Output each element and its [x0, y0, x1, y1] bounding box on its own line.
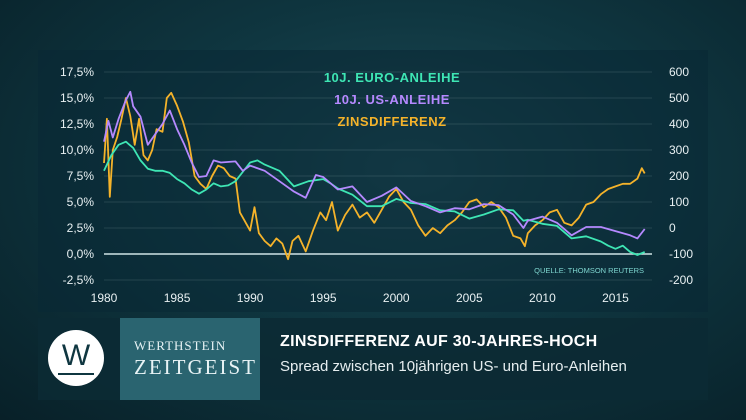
- brand-top: WERTHSTEIN: [134, 338, 227, 353]
- series-line-zinsdifferenz: [103, 91, 646, 261]
- y-left-tick-label: 2,5%: [67, 221, 95, 235]
- legend-label: ZINSDIFFERENZ: [337, 114, 446, 129]
- x-tick-label: 1990: [237, 291, 264, 305]
- y-right-tick-label: 400: [669, 117, 689, 131]
- y-right-tick-label: 600: [669, 65, 689, 79]
- y-left-tick-label: 5,0%: [67, 195, 95, 209]
- subline: Spread zwischen 10jährigen US- und Euro-…: [280, 358, 627, 375]
- chart-panel: [38, 50, 708, 312]
- x-tick-label: 1985: [164, 291, 191, 305]
- x-tick-label: 1980: [91, 291, 118, 305]
- y-right-tick-label: 0: [669, 221, 676, 235]
- y-right-tick-label: -200: [669, 273, 693, 287]
- y-right-tick-label: 100: [669, 195, 689, 209]
- x-tick-label: 2015: [602, 291, 629, 305]
- y-left-tick-label: 7,5%: [67, 169, 95, 183]
- legend-label: 10J. US-ANLEIHE: [334, 92, 450, 107]
- y-right-tick-label: 200: [669, 169, 689, 183]
- legend-label: 10J. EURO-ANLEIHE: [324, 70, 460, 85]
- y-left-tick-label: 15,0%: [60, 91, 94, 105]
- y-right-tick-label: 500: [669, 91, 689, 105]
- logo-icon: W: [48, 330, 104, 386]
- x-tick-label: 2000: [383, 291, 410, 305]
- source-label: QUELLE: THOMSON REUTERS: [534, 266, 644, 275]
- x-tick-label: 2005: [456, 291, 483, 305]
- brand-box: WERTHSTEIN ZEITGEIST: [120, 318, 260, 400]
- x-tick-label: 1995: [310, 291, 337, 305]
- y-right-tick-label: 300: [669, 143, 689, 157]
- y-left-tick-label: 0,0%: [67, 247, 95, 261]
- x-tick-label: 2010: [529, 291, 556, 305]
- y-left-tick-label: 10,0%: [60, 143, 94, 157]
- y-left-tick-label: -2,5%: [63, 273, 95, 287]
- y-right-tick-label: -100: [669, 247, 693, 261]
- brand-bottom: ZEITGEIST: [134, 355, 257, 379]
- y-left-tick-label: 17,5%: [60, 65, 94, 79]
- y-left-tick-label: 12,5%: [60, 117, 94, 131]
- logo-letter: W: [57, 341, 95, 375]
- series-line-10j-us-anleihe: [103, 90, 646, 240]
- headline: ZINSDIFFERENZ AUF 30-JAHRES-HOCH: [280, 333, 598, 350]
